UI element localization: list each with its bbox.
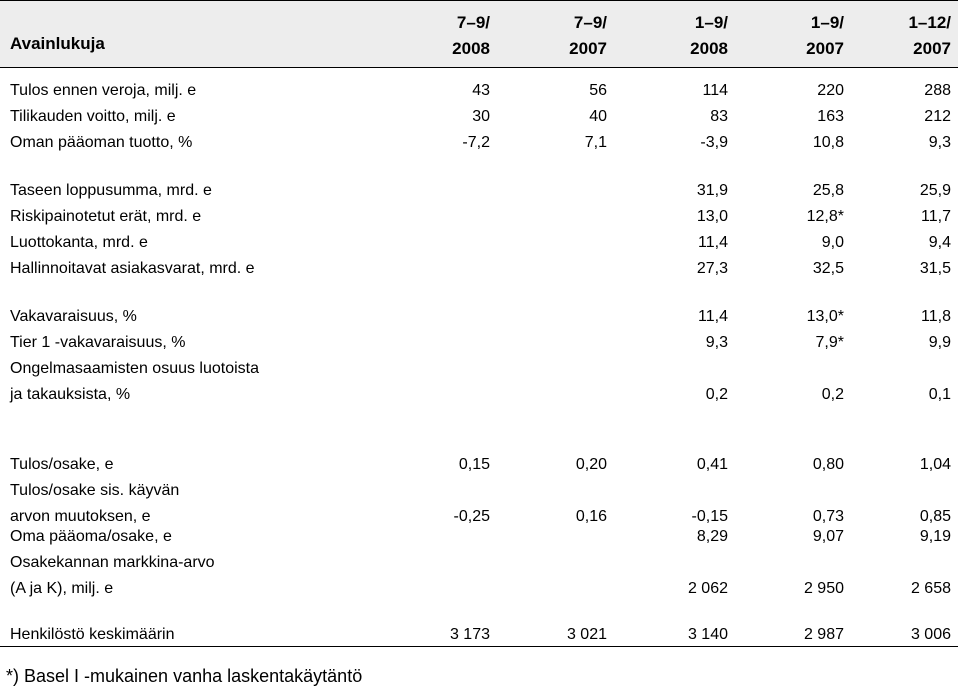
row-value: 32,5: [812, 260, 844, 277]
row-value: 0,2: [705, 386, 728, 403]
table-row: Henkilöstö keskimäärin 3 173 3 021 3 140 2 9…: [0, 622, 958, 648]
row-value: 31,5: [919, 260, 951, 277]
row-value: 11,8: [921, 308, 951, 325]
table-row: Ongelmasaamisten osuus luotoista ja takau…: [0, 356, 958, 408]
row-value: 9,3: [705, 334, 728, 351]
row-label: Henkilöstö keskimäärin: [10, 626, 175, 643]
row-value: 288: [924, 82, 951, 99]
row-value: 0,73: [812, 508, 844, 525]
row-value: 2 658: [910, 580, 951, 597]
table-row: Oman pääoman tuotto, % -7,2 7,1 -3,9 10,8 9,3: [0, 130, 958, 156]
row-value: 9,3: [928, 134, 951, 151]
row-label: Tilikauden voitto, milj. e: [10, 108, 176, 125]
column-header: 7–9/ 2007: [569, 13, 607, 58]
row-label: Hallinnoitavat asiakasvarat, mrd. e: [10, 260, 255, 277]
table-row: Oma pääoma/osake, e 8,29 9,07 9,19: [0, 524, 958, 550]
table-row: Tulos/osake, e 0,15 0,20 0,41 0,80 1,04: [0, 452, 958, 478]
table-row: Tulos/osake sis. käyvän arvon muutoksen, …: [0, 478, 958, 530]
row-value: 3 173: [449, 626, 490, 643]
row-value: 0,2: [821, 386, 844, 403]
row-value: 43: [472, 82, 490, 99]
row-label: Riskipainotetut erät, mrd. e: [10, 208, 202, 225]
row-label: Vakavaraisuus, %: [10, 308, 137, 325]
table-bottom-rule: [0, 646, 958, 647]
row-value: 2 062: [687, 580, 728, 597]
column-header: 1–12/ 2007: [908, 13, 951, 58]
row-value: 9,07: [812, 528, 844, 545]
row-value: 7,9*: [815, 334, 844, 351]
row-label: Oma pääoma/osake, e: [10, 528, 172, 545]
row-value: 0,15: [458, 456, 490, 473]
table-row: Tulos ennen veroja, milj. e 43 56 114 220 288: [0, 78, 958, 104]
row-value: 3 140: [687, 626, 728, 643]
row-value: 56: [589, 82, 607, 99]
row-value: 25,8: [812, 182, 844, 199]
row-label: Luottokanta, mrd. e: [10, 234, 148, 251]
row-value: 0,85: [919, 508, 951, 525]
row-label: Ongelmasaamisten osuus luotoista ja takau…: [10, 360, 260, 403]
row-value: 0,1: [928, 386, 951, 403]
row-value: 2 950: [803, 580, 844, 597]
row-value: 31,9: [696, 182, 728, 199]
column-header: 1–9/ 2008: [690, 13, 728, 58]
table-row: Riskipainotetut erät, mrd. e 13,0 12,8* 11,…: [0, 204, 958, 230]
row-value: 12,8*: [806, 208, 844, 225]
row-value: 8,29: [696, 528, 728, 545]
row-value: 0,16: [575, 508, 607, 525]
row-value: 11,4: [698, 234, 728, 251]
table-row: Tier 1 -vakavaraisuus, % 9,3 7,9* 9,9: [0, 330, 958, 356]
row-value: 40: [589, 108, 607, 125]
row-value: 2 987: [803, 626, 844, 643]
row-value: 27,3: [696, 260, 728, 277]
row-value: 30: [472, 108, 490, 125]
row-value: 25,9: [919, 182, 951, 199]
table-row: Vakavaraisuus, % 11,4 13,0* 11,8: [0, 304, 958, 330]
row-value: 0,20: [575, 456, 607, 473]
table-row: Hallinnoitavat asiakasvarat, mrd. e 27,3 3…: [0, 256, 958, 282]
row-value: 163: [817, 108, 844, 125]
column-header: 7–9/ 2008: [452, 13, 490, 58]
footnote: *) Basel I -mukainen vanha laskentakäytä…: [6, 666, 363, 686]
row-label: Osakekannan markkina-arvo (A ja K), milj.…: [10, 554, 215, 597]
table-title: Avainlukuja: [10, 34, 105, 53]
row-value: -0,25: [453, 508, 490, 525]
row-value: 1,04: [919, 456, 951, 473]
row-value: 9,19: [919, 528, 951, 545]
row-value: 7,1: [584, 134, 607, 151]
row-value: 11,4: [698, 308, 728, 325]
table-header: Avainlukuja 7–9/ 2008 7–9/ 2007 1–9/ 200…: [0, 0, 958, 68]
row-value: 9,9: [928, 334, 951, 351]
row-value: 13,0*: [806, 308, 844, 325]
row-value: -0,15: [691, 508, 728, 525]
row-label: Tulos ennen veroja, milj. e: [10, 82, 197, 99]
table-row: Luottokanta, mrd. e 11,4 9,0 9,4: [0, 230, 958, 256]
table-row: Osakekannan markkina-arvo (A ja K), milj.…: [0, 550, 958, 602]
table-row: Tilikauden voitto, milj. e 30 40 83 163 212: [0, 104, 958, 130]
table-row: Taseen loppusumma, mrd. e 31,9 25,8 25,9: [0, 178, 958, 204]
row-value: 0,80: [812, 456, 844, 473]
row-label: Tulos/osake, e: [10, 456, 114, 473]
row-value: 9,4: [928, 234, 951, 251]
row-value: 9,0: [821, 234, 844, 251]
row-value: -7,2: [462, 134, 490, 151]
column-header: 1–9/ 2007: [806, 13, 844, 58]
row-value: -3,9: [700, 134, 728, 151]
row-label: Tulos/osake sis. käyvän arvon muutoksen, …: [10, 482, 180, 525]
row-value: 10,8: [812, 134, 844, 151]
row-value: 220: [817, 82, 844, 99]
row-value: 3 006: [910, 626, 951, 643]
row-value: 11,7: [921, 208, 951, 225]
row-value: 3 021: [566, 626, 607, 643]
row-label: Oman pääoman tuotto, %: [10, 134, 193, 151]
row-value: 83: [710, 108, 728, 125]
row-value: 114: [702, 82, 728, 99]
row-label: Taseen loppusumma, mrd. e: [10, 182, 212, 199]
row-label: Tier 1 -vakavaraisuus, %: [10, 334, 186, 351]
row-value: 212: [924, 108, 951, 125]
row-value: 13,0: [696, 208, 728, 225]
row-value: 0,41: [696, 456, 728, 473]
